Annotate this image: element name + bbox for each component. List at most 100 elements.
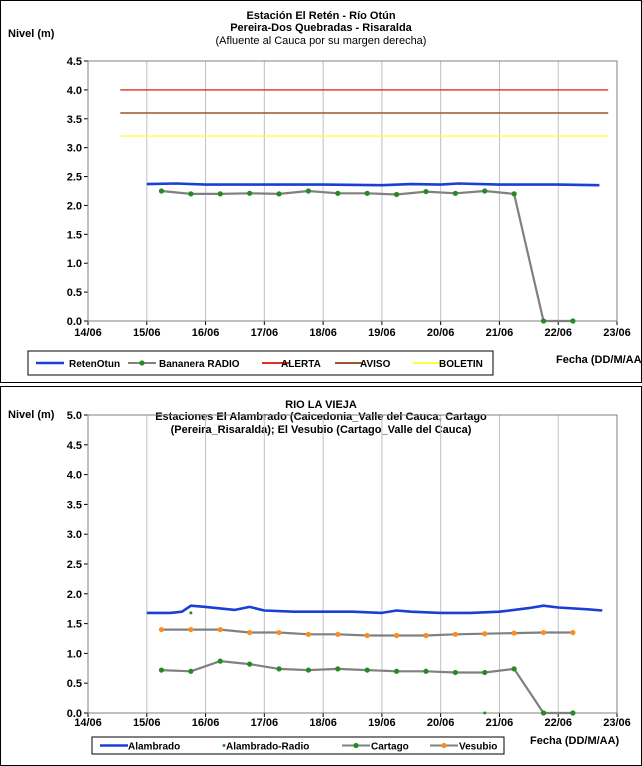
series-vesubio-point — [276, 629, 282, 636]
legend-cartago-label: Cartago — [371, 742, 409, 753]
legend-aviso-label: AVISO — [360, 359, 391, 370]
y-axis-label: Nivel (m) — [8, 28, 55, 40]
series-bananera-radio-point — [158, 188, 165, 194]
x-tick-label: 19/06 — [368, 717, 396, 729]
x-tick-label: 15/06 — [133, 717, 161, 729]
series-cartago-point — [482, 669, 488, 676]
series-bananera-radio-point — [335, 190, 341, 196]
series-alambrado-radio-point — [483, 711, 487, 715]
series-cartago-point — [217, 658, 223, 664]
legend-alambrado-radio-marker — [222, 744, 226, 747]
y-tick-label: 2.5 — [67, 172, 82, 184]
y-tick-label: 1.0 — [67, 258, 82, 270]
legend-bananera-radio-label: Bananera RADIO — [159, 359, 240, 370]
series-vesubio-point — [511, 630, 517, 636]
series-vesubio-point — [188, 626, 194, 633]
series-vesubio-point — [335, 631, 341, 637]
y-tick-label: 4.5 — [67, 56, 82, 68]
x-axis-label: Fecha (DD/M/AA) — [530, 735, 620, 747]
chart-subtitle: Estaciones El Alambrado (Caicedonia_Vall… — [155, 411, 487, 423]
series-cartago-point — [335, 666, 341, 672]
x-tick-label: 20/06 — [427, 327, 455, 339]
y-tick-label: 3.0 — [67, 529, 82, 541]
chart-title: Estación El Retén - Río Otún — [246, 10, 395, 22]
legend-vesubio-marker — [441, 742, 447, 749]
chart-subtitle: Pereira-Dos Quebradas - Risaralda — [230, 22, 412, 34]
series-cartago-point — [570, 710, 576, 716]
x-tick-label: 18/06 — [309, 327, 337, 339]
chart-title: RIO LA VIEJA — [285, 399, 357, 411]
legend-vesubio-label: Vesubio — [459, 742, 497, 753]
x-tick-label: 14/06 — [74, 327, 102, 339]
series-cartago-point — [305, 667, 312, 673]
series-cartago-point — [540, 710, 547, 716]
y-tick-label: 4.0 — [67, 470, 82, 482]
series-vesubio-point — [482, 631, 488, 637]
y-tick-label: 3.0 — [67, 143, 82, 155]
y-tick-label: 3.5 — [67, 499, 82, 511]
series-bananera-radio-point — [511, 191, 517, 197]
series-bananera-radio-point — [364, 190, 370, 196]
x-axis-label: Fecha (DD/M/AA) — [556, 354, 642, 366]
y-axis-label: Nivel (m) — [8, 409, 55, 421]
series-bananera-radio-point — [482, 188, 488, 194]
x-tick-label: 22/06 — [544, 327, 572, 339]
series-cartago-point — [247, 661, 253, 667]
y-tick-label: 3.5 — [67, 114, 82, 126]
legend-boletin-label: BOLETIN — [439, 359, 483, 370]
x-tick-label: 22/06 — [544, 717, 572, 729]
x-tick-label: 23/06 — [603, 717, 631, 729]
series-bananera-radio-point — [393, 191, 400, 198]
series-vesubio-point — [452, 631, 458, 637]
x-tick-label: 16/06 — [192, 717, 220, 729]
series-bananera-radio-point — [217, 191, 223, 197]
y-tick-label: 4.0 — [67, 85, 82, 97]
series-bananera-radio-point — [452, 190, 458, 196]
series-cartago-point — [188, 668, 194, 674]
x-tick-label: 20/06 — [427, 717, 455, 729]
series-bananera-radio-point — [305, 188, 312, 194]
series-vesubio-point — [305, 631, 312, 637]
y-tick-label: 2.0 — [67, 200, 82, 212]
chart-subtitle-2: (Pereira_Risaralda); El Vesubio (Cartago… — [171, 424, 472, 436]
x-tick-label: 17/06 — [251, 717, 279, 729]
y-tick-label: 0.0 — [67, 708, 82, 720]
legend-box — [91, 736, 505, 755]
chart-el-reten: Estación El Retén - Río OtúnPereira-Dos … — [8, 10, 642, 376]
chart-subtitle-2: (Afluente al Cauca por su margen derecha… — [216, 35, 427, 47]
series-vesubio-point — [393, 632, 400, 639]
series-bananera-radio-point — [276, 191, 282, 197]
plot-area — [87, 60, 618, 322]
y-tick-label: 1.5 — [67, 229, 82, 241]
legend-alambrado-radio-label: Alambrado-Radio — [226, 742, 309, 753]
series-vesubio-point — [217, 626, 223, 633]
series-cartago-point — [276, 666, 282, 672]
legend-alambrado-label: Alambrado — [128, 742, 180, 753]
series-cartago-point — [158, 667, 165, 673]
x-tick-label: 15/06 — [133, 327, 161, 339]
series-vesubio-point — [158, 626, 165, 633]
series-bananera-radio-point — [423, 188, 429, 195]
series-bananera-radio-point — [570, 318, 576, 324]
y-tick-label: 0.5 — [67, 678, 82, 690]
x-tick-label: 21/06 — [486, 327, 514, 339]
legend-bananera-radio-marker — [139, 360, 145, 366]
x-tick-label: 16/06 — [192, 327, 220, 339]
series-bananera-radio-point — [188, 191, 194, 197]
x-tick-label: 19/06 — [368, 327, 396, 339]
y-tick-label: 4.5 — [67, 440, 82, 452]
series-vesubio-point — [364, 632, 370, 639]
legend-cartago-marker — [353, 742, 359, 749]
series-cartago-point — [423, 668, 429, 674]
series-alambrado-line — [146, 604, 603, 615]
y-tick-label: 1.0 — [67, 648, 82, 660]
series-bananera-radio-point — [247, 190, 253, 196]
series-cartago-point — [452, 669, 458, 676]
series-alambrado-radio-point — [189, 611, 193, 615]
series-vesubio-point — [540, 629, 547, 636]
series-cartago-point — [364, 667, 370, 673]
x-tick-label: 14/06 — [74, 717, 102, 729]
x-tick-label: 17/06 — [251, 327, 279, 339]
plot-area — [87, 414, 618, 714]
